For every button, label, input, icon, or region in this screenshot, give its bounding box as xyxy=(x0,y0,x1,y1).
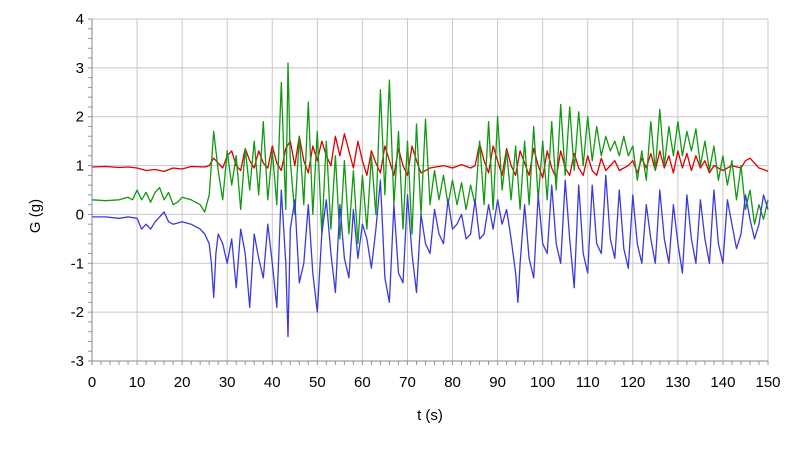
y-tick-label: 1 xyxy=(76,158,84,175)
series-line-1 xyxy=(91,133,769,179)
x-tick-label: 90 xyxy=(489,374,506,391)
series-layer xyxy=(91,62,769,338)
y-tick-labels: -3 -2 -1 0 1 2 3 4 xyxy=(71,11,84,370)
axes xyxy=(88,19,768,365)
x-axis-title: t (s) xyxy=(417,407,443,424)
y-tick-label: -1 xyxy=(71,255,84,272)
y-tick-label: 0 xyxy=(76,206,84,223)
minor-ticks xyxy=(88,18,769,365)
x-tick-label: 60 xyxy=(354,374,371,391)
x-tick-label: 20 xyxy=(174,374,191,391)
x-tick-label: 0 xyxy=(88,374,96,391)
series-line-2 xyxy=(91,62,769,245)
x-tick-label: 30 xyxy=(219,374,236,391)
x-tick-label: 40 xyxy=(264,374,281,391)
y-tick-label: 3 xyxy=(76,60,84,77)
x-tick-label: 80 xyxy=(444,374,461,391)
x-tick-label: 130 xyxy=(665,374,690,391)
y-tick-label: 2 xyxy=(76,109,84,126)
x-tick-label: 100 xyxy=(530,374,555,391)
y-axis-title: G (g) xyxy=(27,199,44,233)
x-tick-label: 120 xyxy=(620,374,645,391)
x-tick-label: 70 xyxy=(399,374,416,391)
x-tick-label: 140 xyxy=(710,374,735,391)
x-tick-label: 10 xyxy=(129,374,146,391)
y-tick-label: -3 xyxy=(71,353,84,370)
x-tick-label: 50 xyxy=(309,374,326,391)
y-tick-label: 4 xyxy=(76,11,84,28)
x-tick-label: 110 xyxy=(576,374,600,391)
x-tick-label: 150 xyxy=(755,374,780,391)
x-tick-labels: 0 10 20 30 40 50 60 70 80 90 100 110 120 130 140 150 xyxy=(88,374,781,391)
y-tick-label: -2 xyxy=(71,304,84,321)
series-line-3 xyxy=(92,174,769,338)
